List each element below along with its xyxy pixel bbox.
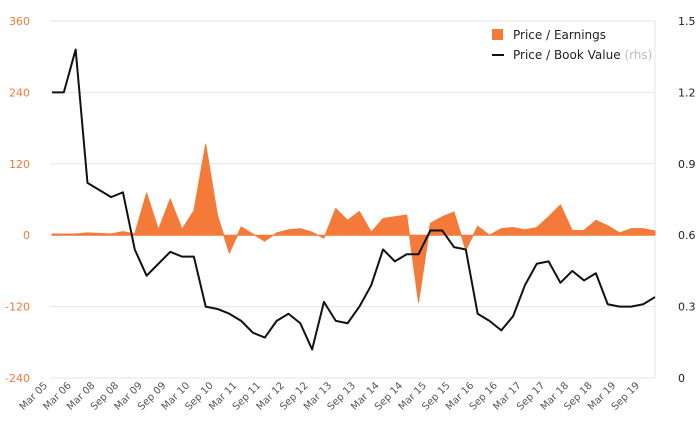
right-tick-label: 1.5 <box>678 15 696 28</box>
legend-label-price-earnings: Price / Earnings <box>513 28 606 42</box>
gridlines <box>50 20 656 379</box>
left-tick-label: 120 <box>9 158 30 171</box>
right-tick-label: 0.9 <box>678 158 696 171</box>
left-tick-label: 240 <box>9 86 30 99</box>
left-tick-label: -240 <box>5 372 30 385</box>
price-book-line <box>52 48 656 351</box>
left-tick-label: 360 <box>9 15 30 28</box>
price-earnings-area-layer <box>51 143 656 303</box>
right-tick-label: 0 <box>678 372 685 385</box>
left-tick-label: 0 <box>23 229 30 242</box>
price-earnings-area <box>51 143 656 303</box>
legend-label-price-book: Price / Book Value (rhs) <box>513 48 652 62</box>
legend-label-rhs: (rhs) <box>624 48 652 62</box>
price-book-line-layer <box>52 48 656 351</box>
left-tick-label: -120 <box>5 301 30 314</box>
legend-swatch-price-earnings <box>492 29 503 40</box>
left-y-axis: 360 240 120 0 -120 -240 <box>5 15 30 385</box>
right-y-axis: 1.5 1.2 0.9 0.6 0.3 0 <box>678 15 696 385</box>
right-tick-label: 0.3 <box>678 301 696 314</box>
legend: Price / Earnings Price / Book Value (rhs… <box>492 28 652 62</box>
right-tick-label: 0.6 <box>678 229 696 242</box>
right-tick-label: 1.2 <box>678 86 696 99</box>
